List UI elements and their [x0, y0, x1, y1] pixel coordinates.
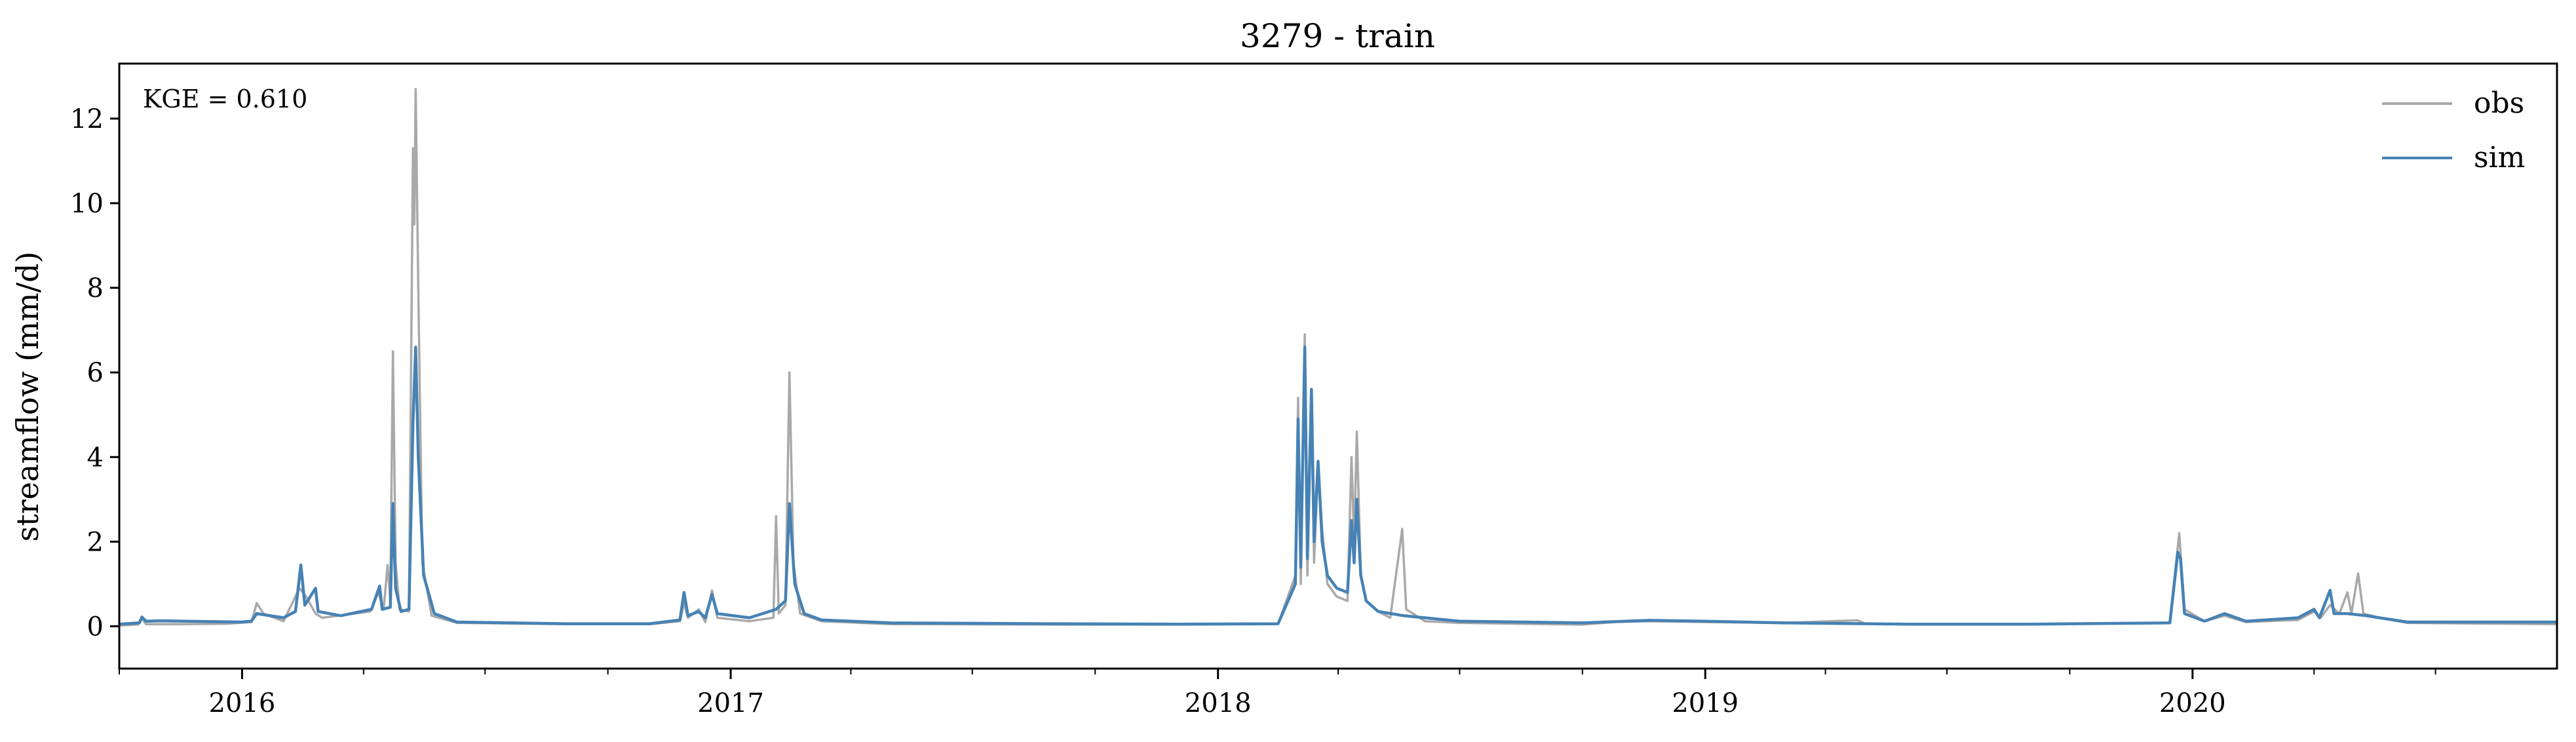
y-axis-label-group: streamflow (mm/d)	[10, 252, 45, 542]
kge-annotation: KGE = 0.610	[143, 85, 307, 113]
y-tick-label: 0	[87, 612, 104, 642]
x-tick-label: 2019	[1672, 688, 1739, 718]
plot-frame	[118, 62, 2558, 670]
series-layer	[119, 87, 2558, 627]
y-tick-label: 6	[87, 358, 104, 388]
y-tick-label: 4	[87, 442, 104, 473]
legend: obs sim	[2382, 87, 2525, 174]
legend-label-sim: sim	[2474, 141, 2525, 174]
series-line-sim	[119, 345, 2557, 626]
y-tick-label: 2	[87, 527, 104, 557]
y-tick-label: 12	[70, 104, 104, 134]
tick-layer: 0 2 4 6 8 10 12 2016 2017 2018 2019 2020	[70, 104, 2436, 718]
legend-label-obs: obs	[2474, 87, 2524, 120]
x-tick-label: 2016	[209, 688, 276, 718]
x-tick-label: 2020	[2159, 688, 2226, 718]
chart-title: 3279 - train	[1240, 17, 1435, 55]
y-axis-label: streamflow (mm/d)	[10, 252, 45, 542]
x-tick-label: 2017	[697, 688, 764, 718]
y-tick-label: 10	[70, 189, 104, 219]
x-tick-label: 2018	[1185, 688, 1252, 718]
y-tick-label: 8	[87, 273, 104, 303]
